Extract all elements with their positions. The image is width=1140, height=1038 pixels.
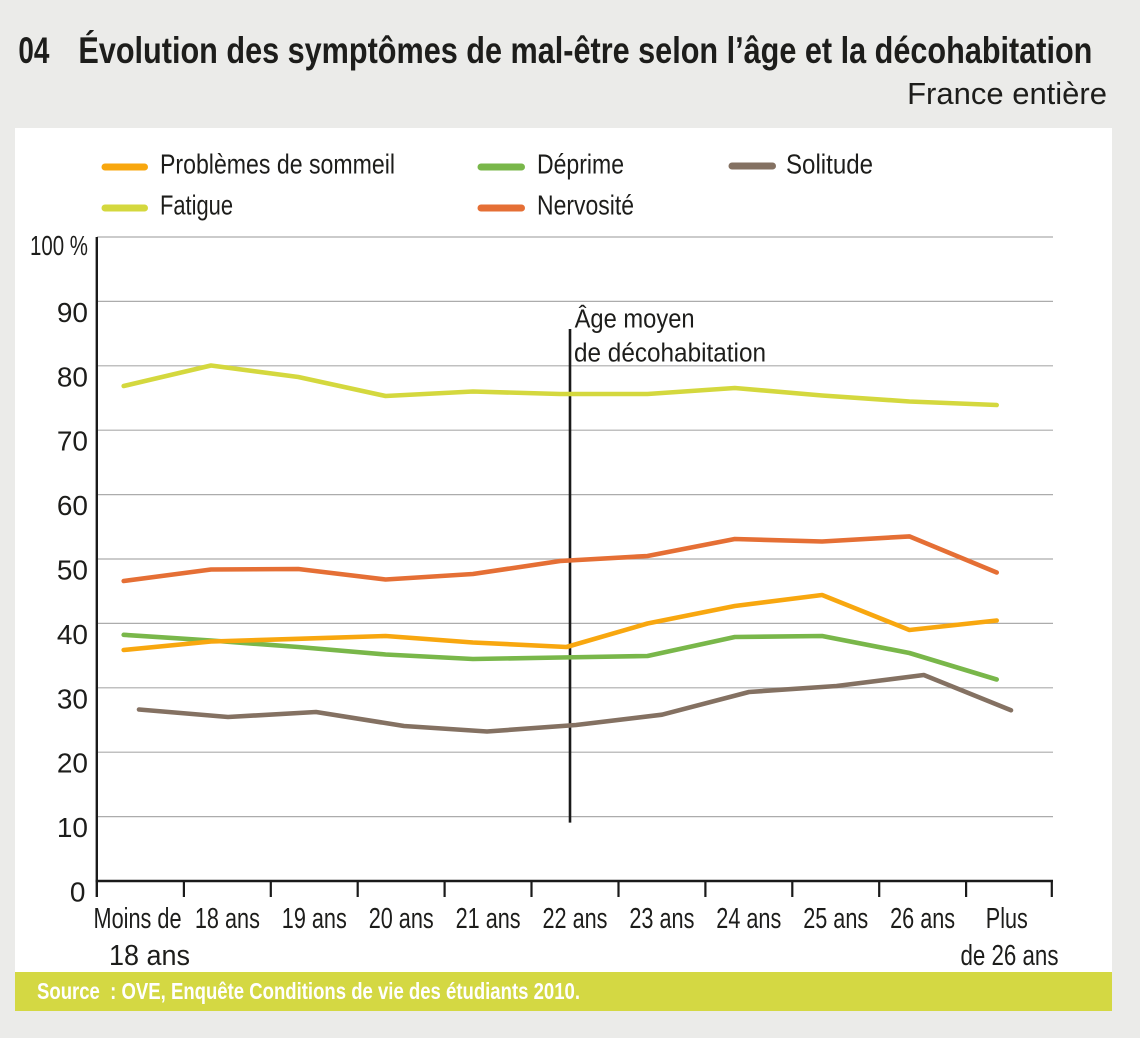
svg-text:Fatigue: Fatigue xyxy=(160,190,233,221)
svg-text:Plus: Plus xyxy=(986,903,1028,935)
svg-text:25 ans: 25 ans xyxy=(803,903,868,935)
svg-text:Âge moyen: Âge moyen xyxy=(575,304,695,333)
svg-text:Solitude: Solitude xyxy=(786,149,873,180)
svg-text:22 ans: 22 ans xyxy=(543,903,608,935)
svg-text:30: 30 xyxy=(57,683,88,714)
svg-text:24 ans: 24 ans xyxy=(716,903,781,935)
svg-text:Évolution des symptômes de mal: Évolution des symptômes de mal-être selo… xyxy=(78,30,1092,71)
svg-text:10: 10 xyxy=(57,812,88,843)
svg-text:Source : OVE, Enquête Conditi: Source : OVE, Enquête Conditions de vie … xyxy=(37,978,580,1004)
svg-text:20 ans: 20 ans xyxy=(369,903,434,935)
svg-text:Problèmes de sommeil: Problèmes de sommeil xyxy=(160,149,395,180)
svg-text:de décohabitation: de décohabitation xyxy=(574,339,766,367)
svg-text:23 ans: 23 ans xyxy=(629,903,694,935)
svg-text:18 ans: 18 ans xyxy=(109,940,190,972)
svg-text:04: 04 xyxy=(18,30,49,71)
svg-text:21 ans: 21 ans xyxy=(456,903,521,935)
svg-text:Nervosité: Nervosité xyxy=(537,190,634,221)
svg-text:80: 80 xyxy=(57,361,88,392)
svg-text:70: 70 xyxy=(57,426,88,457)
svg-text:50: 50 xyxy=(57,555,88,586)
svg-text:20: 20 xyxy=(57,748,88,779)
svg-text:de 26 ans: de 26 ans xyxy=(961,940,1059,972)
svg-text:19 ans: 19 ans xyxy=(282,903,347,935)
svg-text:90: 90 xyxy=(57,297,88,328)
svg-text:18 ans: 18 ans xyxy=(195,903,260,935)
svg-text:60: 60 xyxy=(57,490,88,521)
svg-text:0: 0 xyxy=(70,877,86,908)
svg-text:Moins de: Moins de xyxy=(94,903,182,935)
svg-text:100 %: 100 % xyxy=(30,230,88,261)
svg-text:Déprime: Déprime xyxy=(537,149,624,180)
svg-text:26 ans: 26 ans xyxy=(890,903,955,935)
svg-text:France entière: France entière xyxy=(907,76,1107,111)
svg-text:40: 40 xyxy=(57,619,88,650)
